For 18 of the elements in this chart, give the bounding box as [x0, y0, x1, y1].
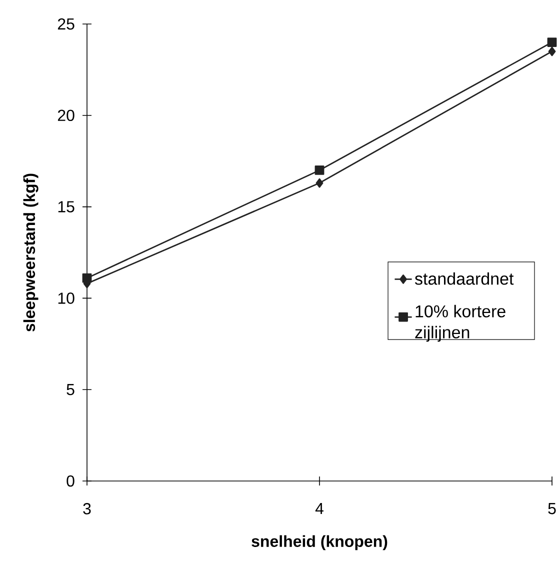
y-tick-label: 20 [58, 110, 74, 122]
y-axis-title: sleepweerstand (kgf) [23, 174, 38, 332]
point [316, 178, 324, 188]
point [314, 166, 324, 175]
y-tick-label: 15 [58, 201, 74, 212]
y-tick-label: 25 [58, 18, 74, 30]
point [548, 46, 556, 56]
point [547, 38, 557, 47]
point [82, 273, 92, 283]
x-tick-label: 4 [315, 503, 324, 514]
x-tick-label: 5 [548, 503, 556, 514]
y-tick-label: 0 [66, 475, 74, 487]
x-axis-title: snelheid (knopen) [252, 535, 388, 550]
x-tick-label: 3 [83, 503, 91, 514]
legend-label: standaardnet [414, 272, 514, 285]
y-tick-label: 5 [66, 384, 74, 396]
y-tick-label: 10 [58, 292, 74, 304]
legend-label: 10% kortere zijlijnen [415, 304, 506, 342]
